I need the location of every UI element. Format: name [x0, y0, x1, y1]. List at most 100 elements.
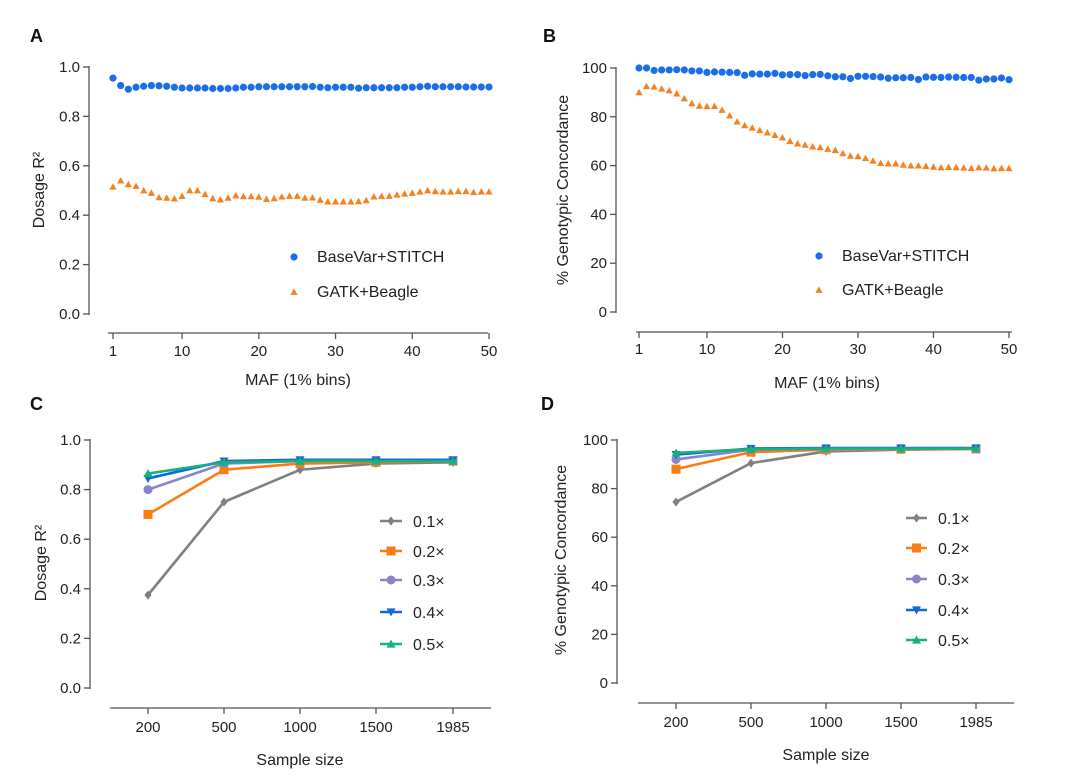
data-point	[937, 163, 945, 171]
data-point	[140, 186, 148, 194]
data-point	[907, 162, 915, 169]
data-point	[671, 464, 681, 474]
data-point	[186, 84, 194, 92]
data-point	[763, 70, 771, 78]
x-tick-label: 200	[663, 714, 688, 731]
data-point	[748, 70, 756, 78]
y-tick-label: 100	[582, 60, 607, 77]
data-point	[393, 191, 401, 198]
data-point	[124, 85, 132, 93]
data-point	[278, 193, 286, 200]
data-point	[147, 189, 155, 196]
data-point	[831, 146, 839, 154]
data-point	[896, 444, 906, 453]
data-point	[385, 84, 393, 92]
data-point	[308, 82, 317, 91]
data-point	[178, 84, 186, 92]
legend-marker	[386, 639, 396, 648]
data-point	[431, 83, 439, 91]
x-tick-label: 1	[109, 343, 117, 360]
data-point	[854, 72, 862, 80]
legend-label: 0.3×	[413, 573, 445, 590]
data-point	[143, 509, 153, 519]
data-point	[132, 182, 140, 189]
data-point	[224, 194, 232, 201]
data-point	[892, 160, 900, 167]
data-point	[929, 163, 938, 170]
data-point	[741, 71, 749, 79]
data-point	[216, 84, 225, 93]
data-point	[997, 164, 1006, 172]
data-point	[990, 164, 998, 172]
panel-letter: B	[543, 26, 556, 46]
data-point	[975, 163, 983, 171]
data-point	[416, 188, 424, 195]
x-tick-label: 10	[699, 341, 716, 358]
panel-letter: C	[30, 394, 43, 414]
legend-label: 0.4×	[413, 605, 445, 622]
data-point	[747, 458, 755, 468]
data-point	[385, 192, 393, 199]
data-point	[239, 192, 248, 200]
data-point	[193, 186, 202, 194]
data-point	[982, 75, 990, 83]
data-point	[952, 163, 960, 171]
data-point	[155, 193, 163, 201]
data-point	[370, 193, 378, 200]
data-point	[680, 94, 688, 102]
data-point	[354, 84, 363, 92]
data-point	[155, 82, 163, 90]
data-point	[447, 83, 455, 91]
x-tick-label: 1500	[884, 714, 917, 731]
data-point	[846, 152, 855, 159]
x-tick-label: 50	[481, 343, 498, 360]
data-point	[117, 81, 125, 90]
data-point	[201, 190, 209, 198]
data-point	[377, 192, 386, 200]
data-point	[408, 189, 416, 196]
x-tick-label: 1	[635, 341, 643, 358]
y-axis-title: % Genotypic Concordance	[555, 95, 572, 285]
x-tick-label: 30	[327, 343, 344, 360]
data-point	[695, 67, 704, 75]
x-tick-label: 20	[774, 341, 791, 358]
data-point	[201, 84, 209, 92]
data-point	[673, 66, 681, 74]
data-point	[877, 159, 885, 167]
legend-marker	[912, 543, 921, 553]
data-point	[892, 74, 900, 82]
data-point	[408, 83, 416, 91]
legend-marker	[387, 516, 395, 526]
data-point	[688, 99, 696, 107]
data-point	[431, 187, 439, 195]
series-line	[675, 447, 977, 504]
data-point	[854, 152, 862, 160]
data-point	[816, 143, 824, 151]
data-point	[239, 83, 248, 91]
data-point	[877, 73, 885, 81]
data-point	[861, 154, 870, 162]
data-point	[650, 66, 658, 75]
data-point	[485, 83, 493, 91]
data-point	[771, 69, 779, 77]
data-point	[824, 72, 832, 80]
data-point	[132, 83, 140, 91]
series-basevar-stitch	[635, 64, 1013, 84]
legend-label: 0.2×	[413, 544, 445, 561]
data-point	[703, 102, 711, 110]
data-point	[447, 188, 455, 195]
legend-label: BaseVar+STITCH	[842, 248, 969, 265]
data-point	[778, 71, 787, 79]
data-point	[671, 454, 681, 464]
series-05x	[143, 456, 458, 478]
panel-b: B 0 20 40 60 80 100 % Genotypic Concordance MAF …	[543, 26, 1017, 392]
data-point	[899, 74, 907, 82]
data-point	[756, 126, 764, 134]
data-point	[907, 73, 915, 82]
data-point	[1005, 76, 1013, 84]
data-point	[285, 83, 294, 91]
data-point	[672, 497, 680, 507]
y-tick-label: 40	[590, 206, 607, 223]
data-point	[324, 198, 332, 205]
data-point	[990, 75, 998, 83]
